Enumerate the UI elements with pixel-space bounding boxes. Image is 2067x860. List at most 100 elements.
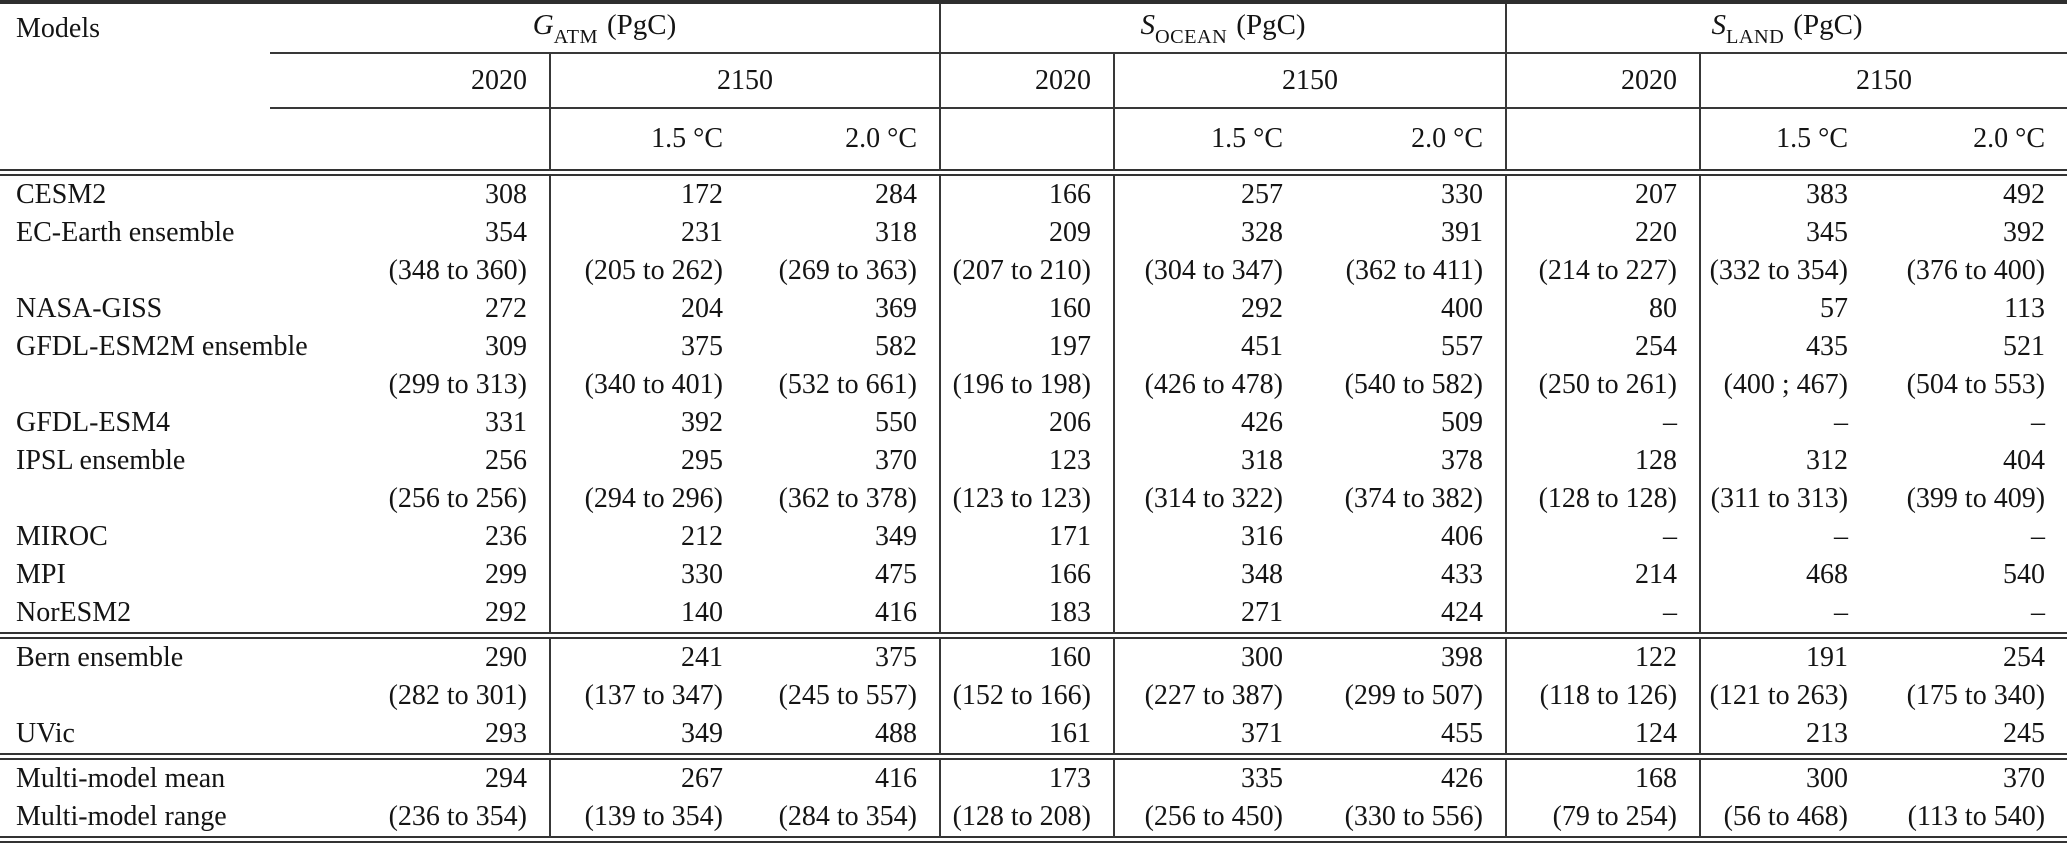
value-cell: 207 — [1505, 175, 1701, 214]
value-cell: 292 — [485, 597, 527, 629]
value-cell: 272 — [485, 293, 527, 325]
value-cell: 231 — [549, 214, 745, 252]
divider-rule-cell — [0, 169, 2067, 176]
section-divider-rule — [0, 169, 2067, 176]
gatm-temp-15-header: 1.5 °C — [549, 108, 745, 170]
spacer-cell — [1505, 108, 1701, 170]
value-cell: 123 — [939, 442, 1115, 480]
value-cell: 220 — [1505, 214, 1701, 252]
value-cell: 582 — [875, 331, 918, 363]
value-cell: (79 to 254) — [1505, 798, 1701, 837]
model-name-cell: EC-Earth ensemble — [16, 217, 235, 249]
value-cell: – — [1699, 518, 1871, 556]
value-cell: 475 — [875, 559, 918, 591]
value-cell: 375 — [875, 642, 918, 674]
socean-unit: (PgC) — [1236, 8, 1306, 41]
value-cell: 349 — [875, 521, 918, 553]
value-cell: (196 to 198) — [939, 366, 1115, 404]
sland-2020-header: 2020 — [1505, 53, 1701, 109]
value-cell: 173 — [939, 759, 1115, 798]
sland-unit: (PgC) — [1793, 8, 1863, 41]
value-cell: 375 — [549, 328, 745, 366]
value-cell: – — [1505, 404, 1701, 442]
divider-rule-cell — [0, 753, 2067, 760]
table-body: CESM2 308 172 284 166 257 330 207 383 492 EC-Earth… — [0, 169, 2067, 843]
value-cell: (374 to 382) — [1344, 483, 1484, 515]
value-cell: 236 — [485, 521, 527, 553]
value-cell: 214 — [1505, 556, 1701, 594]
model-name-cell: CESM2 — [16, 179, 107, 211]
model-name-cell — [0, 252, 270, 290]
value-cell: 113 — [2004, 293, 2046, 325]
value-cell: (56 to 468) — [1699, 798, 1871, 837]
value-cell: 557 — [1441, 331, 1484, 363]
value-cell: 400 — [1441, 293, 1484, 325]
header-group-socean: SOCEAN (PgC) — [939, 2, 1507, 54]
range-row: (282 to 301) (137 to 347) (245 to 557) (152… — [0, 677, 2067, 715]
value-cell: – — [1699, 594, 1871, 633]
value-cell: (299 to 507) — [1344, 680, 1484, 712]
value-cell: 191 — [1699, 638, 1871, 677]
model-row: Bern ensemble 290 241 375 160 300 398 122 191 254 — [0, 638, 2067, 677]
value-cell: (532 to 661) — [778, 369, 918, 401]
sland-temp-15-header: 1.5 °C — [1699, 108, 1871, 170]
divider-rule-cell — [0, 632, 2067, 639]
value-cell: 391 — [1441, 217, 1484, 249]
gatm-unit: (PgC) — [607, 8, 677, 41]
gatm-temp-20-header: 2.0 °C — [845, 123, 918, 155]
value-cell: 540 — [2003, 559, 2046, 591]
value-cell: (504 to 553) — [1906, 369, 2046, 401]
value-cell: 171 — [939, 518, 1115, 556]
value-cell: (139 to 354) — [549, 798, 745, 837]
value-cell: 212 — [549, 518, 745, 556]
value-cell: 57 — [1699, 290, 1871, 328]
model-row: NASA-GISS 272 204 369 160 292 400 80 57 113 — [0, 290, 2067, 328]
header-row-groups: Models GATM (PgC) SOCEAN (PgC) SLAND (PgC) — [0, 2, 2067, 54]
value-cell: 245 — [2003, 718, 2046, 750]
value-cell: 370 — [2003, 763, 2046, 795]
value-cell: 426 — [1113, 404, 1306, 442]
value-cell: 290 — [485, 642, 527, 674]
model-row: GFDL-ESM4 331 392 550 206 426 509– – – — [0, 404, 2067, 442]
value-cell: 293 — [485, 718, 527, 750]
model-name-cell — [0, 366, 270, 404]
value-cell: 160 — [939, 290, 1115, 328]
value-cell: (311 to 313) — [1699, 480, 1871, 518]
value-cell: 331 — [485, 407, 527, 439]
value-cell: (314 to 322) — [1113, 480, 1306, 518]
value-cell: 424 — [1441, 597, 1484, 629]
value-cell: 206 — [939, 404, 1115, 442]
model-name-cell: IPSL ensemble — [16, 445, 186, 477]
value-cell: 308 — [485, 179, 527, 211]
value-cell: 197 — [939, 328, 1115, 366]
value-cell: (362 to 411) — [1345, 255, 1484, 287]
spacer-cell — [0, 53, 270, 108]
value-cell: 257 — [1113, 175, 1306, 214]
value-cell: 254 — [1505, 328, 1701, 366]
spacer-cell — [270, 108, 550, 170]
value-cell: (284 to 354) — [778, 801, 918, 833]
socean-subscript: OCEAN — [1154, 26, 1228, 49]
sland-2150-header: 2150 — [1699, 53, 2067, 109]
value-cell: (294 to 296) — [549, 480, 745, 518]
model-row: GFDL-ESM2M ensemble 309 375 582 197 451 557 254… — [0, 328, 2067, 366]
value-cell: (118 to 126) — [1505, 677, 1701, 715]
value-cell: 354 — [485, 217, 527, 249]
value-cell: 383 — [1699, 175, 1871, 214]
value-cell: 349 — [549, 715, 745, 754]
range-row: (348 to 360) (205 to 262) (269 to 363) (207… — [0, 252, 2067, 290]
value-cell: 241 — [549, 638, 745, 677]
value-cell: 309 — [485, 331, 527, 363]
value-cell: (250 to 261) — [1505, 366, 1701, 404]
value-cell: (175 to 340) — [1906, 680, 2046, 712]
value-cell: (304 to 347) — [1113, 252, 1306, 290]
value-cell: 140 — [549, 594, 745, 633]
value-cell: (282 to 301) — [388, 680, 527, 712]
value-cell: 318 — [875, 217, 918, 249]
value-cell: (152 to 166) — [939, 677, 1115, 715]
model-name-cell: UVic — [16, 718, 75, 750]
gatm-subscript: ATM — [553, 26, 598, 49]
value-cell: 168 — [1505, 759, 1701, 798]
model-row: Multi-model mean 294 267 416 173 335 426 168 300… — [0, 759, 2067, 798]
model-name-cell: Bern ensemble — [16, 642, 184, 674]
